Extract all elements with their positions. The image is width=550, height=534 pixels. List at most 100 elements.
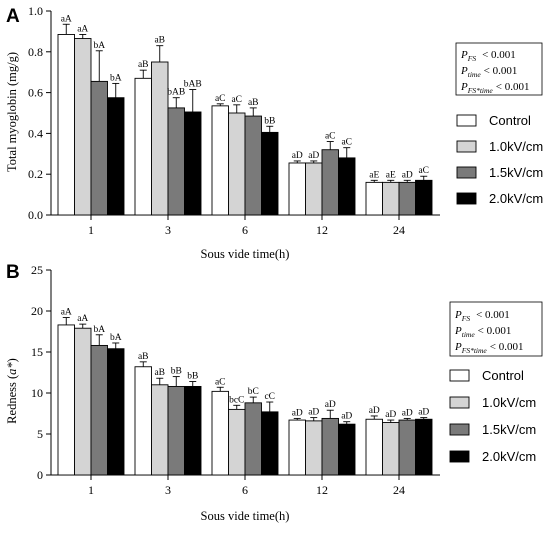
panel-a-stat-fstime-p: P <box>460 81 468 93</box>
significance-label: bA <box>110 73 122 83</box>
bar <box>365 181 383 216</box>
panel-b-stat-fstime: PFS*time < 0.001 <box>454 341 523 355</box>
legend-label: Control <box>482 368 524 383</box>
bar <box>305 420 323 476</box>
x-tick-label: 12 <box>316 223 328 237</box>
y-tick-label: 25 <box>31 263 43 277</box>
significance-label: bA <box>110 333 122 343</box>
panel-b-ylabel-post: ) <box>5 358 19 362</box>
panel-a-stat-time-p: P <box>460 65 468 77</box>
bar <box>107 348 125 476</box>
legend-swatch <box>456 140 477 153</box>
bar <box>415 418 433 476</box>
panel-b-xlabel: Sous vide time(h) <box>201 509 290 523</box>
panel-b-letter: B <box>6 262 20 283</box>
significance-label: aD <box>369 406 380 416</box>
x-tick-label: 6 <box>242 483 248 497</box>
significance-label: aD <box>292 151 303 161</box>
panel-a-legend: Control 1.0kV/cm 1.5kV/cm 2.0kV/cm <box>456 113 543 206</box>
panel-a-xlabel: Sous vide time(h) <box>201 247 290 261</box>
significance-label: aD <box>308 151 319 161</box>
panel-b-legend: Control 1.0kV/cm 1.5kV/cm 2.0kV/cm <box>449 368 536 464</box>
y-tick-label: 5 <box>37 427 43 441</box>
panel-a-letter: A <box>6 6 20 27</box>
bar <box>184 385 202 476</box>
bar <box>184 111 202 216</box>
panel-a-stat-time-value: < 0.001 <box>484 65 518 77</box>
significance-label: bB <box>264 116 275 126</box>
panel-b-stat-fstime-value: < 0.001 <box>490 341 524 353</box>
bar <box>398 181 416 216</box>
legend-swatch <box>456 166 477 179</box>
significance-label: aD <box>418 408 429 418</box>
panel-b-bars: aA aB aC aD aD aA aB bcC aD aD bA bB bC aD aD bA bB cC aD a… <box>57 308 433 476</box>
bar <box>134 77 152 216</box>
legend-label: 2.0kV/cm <box>489 191 543 206</box>
legend-label: 1.5kV/cm <box>482 422 536 437</box>
panel-a-bars: aA aB aC aD aE aA aB aC aD aE bA bAB aB aC aD bA bAB bB aC… <box>57 14 433 216</box>
x-tick-label: 3 <box>165 223 171 237</box>
significance-label: cC <box>264 392 275 402</box>
legend-swatch <box>449 450 470 463</box>
bar <box>211 390 229 476</box>
bar <box>261 131 279 216</box>
significance-label: bC <box>248 387 259 397</box>
panel-a-x-ticks: 1 3 6 12 24 <box>88 215 405 237</box>
panel-a-chart: A Total myoglobin (mg/g) 0.0 0.2 0.4 0.6 0.8… <box>5 4 543 261</box>
bar <box>398 419 416 476</box>
significance-label: aD <box>292 408 303 418</box>
legend-label: 2.0kV/cm <box>482 449 536 464</box>
panel-b-stat-fs-p: P <box>454 309 462 321</box>
panel-b-stat-time-p: P <box>454 325 462 337</box>
significance-label: aC <box>215 377 226 387</box>
bar <box>228 112 246 216</box>
panel-a-stat-fs-value: < 0.001 <box>482 49 516 61</box>
significance-label: aD <box>341 412 352 422</box>
bar <box>321 417 339 476</box>
panel-b-stat-fstime-sub: FS*time <box>461 346 488 355</box>
panel-b-ylabel-var: a* <box>5 362 19 375</box>
bar <box>305 162 323 216</box>
significance-label: bB <box>171 367 182 377</box>
panel-b-stat-fs: PFS < 0.001 <box>454 309 510 323</box>
bar <box>90 344 108 476</box>
significance-label: bB <box>187 372 198 382</box>
bar <box>57 34 75 216</box>
significance-label: bcC <box>229 395 244 405</box>
bar <box>57 324 75 476</box>
panel-a-stat-fs-p: P <box>460 49 468 61</box>
significance-label: aA <box>61 308 72 318</box>
legend-label: 1.5kV/cm <box>489 165 543 180</box>
bar <box>211 105 229 216</box>
significance-label: aC <box>231 95 242 105</box>
legend-swatch <box>449 369 470 382</box>
significance-label: aC <box>418 166 429 176</box>
significance-label: bA <box>93 41 105 51</box>
bar <box>151 61 169 216</box>
bar <box>382 422 400 476</box>
panel-a-stat-time: Ptime < 0.001 <box>460 65 517 79</box>
y-tick-label: 10 <box>31 386 43 400</box>
bar <box>90 80 108 216</box>
bar <box>244 115 262 216</box>
panel-a-stat-fstime-value: < 0.001 <box>496 81 530 93</box>
significance-label: aB <box>248 98 259 108</box>
significance-label: aD <box>308 408 319 418</box>
bar <box>365 418 383 476</box>
bar <box>288 162 306 216</box>
bar <box>167 385 185 476</box>
significance-label: aB <box>154 36 165 46</box>
panel-a-stats-box <box>455 42 543 96</box>
bar <box>288 419 306 476</box>
significance-label: aD <box>402 408 413 418</box>
significance-label: aA <box>77 24 88 34</box>
y-tick-label: 0.6 <box>28 86 43 100</box>
legend-label: 1.0kV/cm <box>489 139 543 154</box>
x-tick-label: 1 <box>88 223 94 237</box>
significance-label: aE <box>386 170 396 180</box>
panel-a-ylabel: Total myoglobin (mg/g) <box>5 52 19 172</box>
panel-b-stat-time-sub: time <box>462 330 476 339</box>
bar <box>74 327 92 476</box>
significance-label: aD <box>325 400 336 410</box>
